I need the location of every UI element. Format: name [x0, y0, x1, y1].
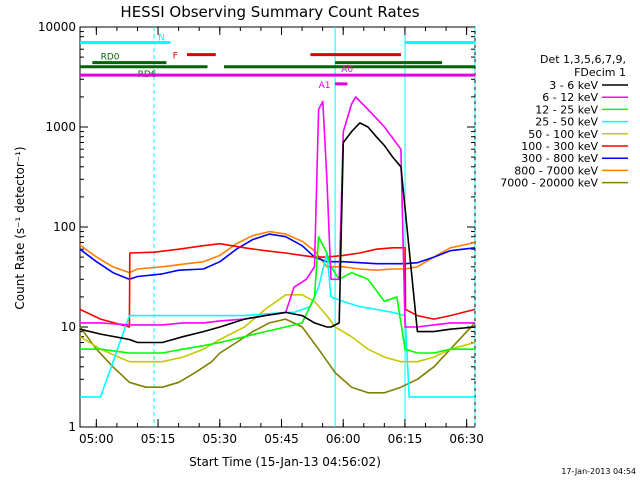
chart-title: HESSI Observing Summary Count Rates [120, 3, 419, 21]
y-tick-label: 1000 [45, 120, 76, 134]
x-axis-label: Start Time (15-Jan-13 04:56:02) [189, 455, 381, 469]
series-line-300-800kev [79, 233, 476, 281]
legend-label: 12 - 25 keV [535, 103, 598, 116]
x-tick-label: 06:15 [388, 432, 423, 446]
x-tick-label: 05:15 [141, 432, 176, 446]
legend-label: 800 - 7000 keV [514, 164, 598, 177]
series-line-7000-20000kev [79, 318, 476, 394]
timestamp: 17-Jan-2013 04:54 [561, 467, 636, 476]
x-tick-label: 05:00 [79, 432, 114, 446]
legend-label: 100 - 300 keV [521, 140, 598, 153]
series-line-3-6kev [79, 122, 476, 344]
flag-label-n: N [158, 33, 165, 43]
series-line-100-300kev [79, 242, 476, 328]
x-tick-label: 06:00 [326, 432, 361, 446]
legend-label: 25 - 50 keV [535, 116, 598, 129]
plot-frame [79, 26, 476, 428]
y-tick-label: 1 [68, 420, 76, 434]
legend-label: 300 - 800 keV [521, 152, 598, 165]
plot-area: 05:00 05:15 05:30 05:45 06:00 06:15 06:30 1 10 10… [38, 20, 484, 446]
x-tick-label: 05:30 [202, 432, 237, 446]
legend-header-line-2: FDecim 1 [574, 66, 626, 79]
legend-label: 7000 - 20000 keV [500, 177, 598, 190]
y-tick-label: 100 [53, 220, 76, 234]
x-tick-label: 06:30 [449, 432, 484, 446]
legend-label: 50 - 100 keV [528, 128, 598, 141]
series-line-6-12kev [80, 96, 475, 328]
y-tick-label: 10000 [38, 20, 76, 34]
series-line-50-100kev [79, 293, 476, 363]
flag-label-a0: A0 [341, 65, 353, 75]
y-axis-label: Count Rate (s⁻¹ detector⁻¹) [13, 146, 27, 309]
flag-label-f: F [173, 52, 178, 62]
legend-header-line-1: Det 1,3,5,6,7,9, [540, 53, 626, 66]
x-tick-label: 05:45 [264, 432, 299, 446]
series-line-12-25kev [80, 235, 475, 354]
y-tick-label: 10 [61, 320, 76, 334]
flag-label-rd0: RD0 [101, 53, 120, 63]
flag-label-a1: A1 [319, 81, 331, 91]
legend-label: 6 - 12 keV [542, 91, 598, 104]
legend-label: 3 - 6 keV [549, 79, 598, 92]
